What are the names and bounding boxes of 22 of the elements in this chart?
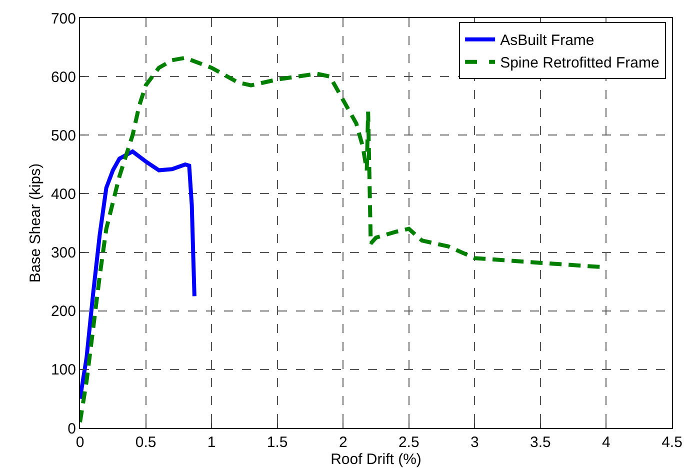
x-tick-label: 4: [602, 434, 610, 451]
x-axis-title: Roof Drift (%): [330, 451, 422, 468]
line-series: [80, 150, 196, 401]
x-tick-label: 3.5: [530, 434, 551, 451]
x-tick-label: 2: [338, 434, 348, 451]
y-tick-label: 500: [50, 127, 76, 144]
x-tick-label: 4.5: [662, 434, 682, 451]
x-tick-label: 2.5: [398, 434, 420, 451]
y-tick-label: 300: [50, 244, 76, 262]
y-tick-label: 400: [50, 186, 76, 203]
y-tick-label: 100: [50, 362, 76, 379]
x-tick-label: 0.5: [135, 434, 156, 451]
legend-label: AsBuilt Frame: [500, 32, 594, 50]
legend-label: Spine Retrofitted Frame: [500, 54, 660, 72]
x-tick-label: 1: [207, 434, 216, 451]
x-tick-label: 1.5: [266, 434, 288, 451]
y-axis-title: Base Shear (kips): [27, 163, 44, 283]
y-tick-label: 0: [68, 420, 76, 438]
y-tick-label: 600: [50, 68, 76, 86]
y-tick-label: 700: [50, 10, 76, 28]
x-tick-label: 3: [470, 434, 479, 451]
y-tick-label: 200: [50, 303, 76, 320]
